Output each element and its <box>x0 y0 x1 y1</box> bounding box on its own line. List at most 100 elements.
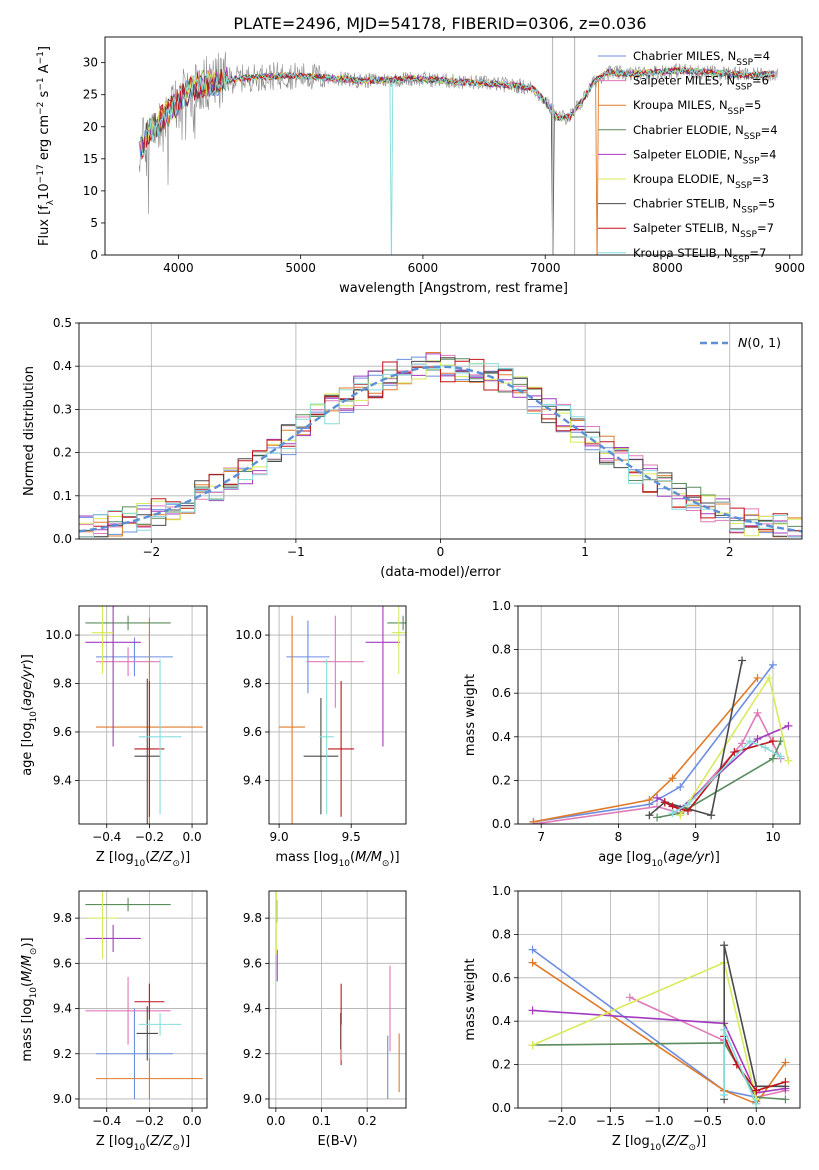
y-tick-label: 9.4 <box>53 773 72 787</box>
label-part: )] <box>710 850 720 865</box>
y-axis-label: mass weight <box>463 674 478 756</box>
label-part: Z/Z <box>149 1134 173 1149</box>
label-part: =4 <box>761 123 778 137</box>
legend-label: N(0, 1) <box>738 335 781 350</box>
y-tick-label: 25 <box>83 88 98 102</box>
x-axis-label: mass [log10(M/M⊙)] <box>275 850 399 869</box>
weight-marker-chabrier-miles <box>676 782 685 791</box>
y-tick-label: 9.8 <box>53 911 72 925</box>
label-part: wavelength [Angstrom, rest frame] <box>339 281 568 296</box>
label-part: λ <box>46 199 56 205</box>
plot-area <box>275 891 400 1099</box>
legend-label: Kroupa ELODIE, NSSP=3 <box>633 172 769 191</box>
weight-marker-salpeter-stelib <box>768 737 777 746</box>
label-part: Z/Z <box>665 1134 689 1149</box>
x-axis-label: Z [log10(Z/Z⊙)] <box>612 1134 706 1153</box>
label-part: ⊙ <box>688 1143 696 1153</box>
y-tick-label: 20 <box>83 120 98 134</box>
label-part: Chabrier ELODIE, N <box>633 123 744 137</box>
y-tick-label: 9.6 <box>53 725 72 739</box>
y-tick-label: 0.6 <box>492 971 511 985</box>
label-part: SSP <box>728 107 745 117</box>
panel-weight-vs-z: −2.0 −1.5 −1.0 −0.5 0.0 0.0 0.2 0.4 0.6 0.8 1.0 Z [… <box>463 884 801 1153</box>
x-tick-label: 0.0 <box>183 830 202 844</box>
weight-line-salpeter-miles <box>533 711 782 824</box>
axes-frame <box>78 605 208 825</box>
label-part: ⊙ <box>172 859 180 869</box>
label-part: =6 <box>752 74 769 88</box>
label-part: Normed distribution <box>22 366 37 496</box>
weight-marker-kroupa-elodie <box>528 1041 537 1050</box>
label-part: M/M <box>355 850 382 865</box>
x-tick-label: 9.5 <box>342 830 361 844</box>
label-part: Chabrier MILES, N <box>633 49 736 63</box>
axes-frame <box>517 605 801 825</box>
y-tick-label: 15 <box>83 152 98 166</box>
y-tick-label: 9.4 <box>53 1002 72 1016</box>
panel-mass-vs-ebv: 0.0 0.1 0.2 9.0 9.2 9.4 9.6 9.8 E(B-V) <box>243 890 407 1149</box>
label-part: −1 <box>36 51 46 64</box>
label-part: (0, 1) <box>747 335 781 350</box>
y-tick-label: 1.0 <box>492 884 511 898</box>
weight-marker-salpeter-miles <box>753 708 762 717</box>
legend-label: Salpeter MILES, NSSP=6 <box>633 74 769 93</box>
x-tick-label: −0.2 <box>135 1114 164 1128</box>
plot-area <box>529 656 793 824</box>
y-tick-label: 0.8 <box>492 643 511 657</box>
weight-marker-kroupa-miles <box>528 958 537 967</box>
label-part: 10 <box>29 711 39 723</box>
label-part: Kroupa STELIB, N <box>633 246 733 260</box>
label-part: SSP <box>744 132 761 142</box>
label-part: A <box>37 64 52 77</box>
plot-area <box>85 891 203 1099</box>
x-tick-label: 0.0 <box>747 1114 766 1128</box>
label-part: =4 <box>760 147 777 161</box>
weight-marker-salpeter-miles <box>625 993 634 1002</box>
weight-line-kroupa-miles <box>532 961 787 1105</box>
y-tick-label: 9.8 <box>53 677 72 691</box>
label-part: SSP <box>735 83 752 93</box>
weight-marker-salpeter-stelib <box>752 1086 761 1095</box>
panel-age-vs-z: −0.4 −0.2 0.09.49.69.810.0Z [log10(Z/Z⊙)]a… <box>20 605 208 869</box>
label-part: =7 <box>757 221 774 235</box>
label-part: −1 <box>36 77 46 90</box>
histogram-kroupa-stelib <box>79 363 802 538</box>
plot-area <box>138 37 778 255</box>
x-tick-label: −1.5 <box>596 1114 625 1128</box>
weight-marker-chabrier-miles <box>528 945 537 954</box>
label-part: age/yr <box>20 663 35 706</box>
y-tick-label: 0.6 <box>492 686 511 700</box>
label-part: )] <box>389 850 399 865</box>
y-tick-label: 10.0 <box>235 628 262 642</box>
label-part: SSP <box>733 255 750 265</box>
weight-line-chabrier-miles <box>533 664 774 823</box>
label-part: =7 <box>749 246 766 260</box>
normal-curve <box>79 365 802 533</box>
y-tick-label: 0.5 <box>53 316 72 330</box>
y-tick-label: 0.3 <box>53 402 72 416</box>
y-axis-label: mass [log10(M/M⊙)] <box>20 937 39 1061</box>
label-part: Chabrier STELIB, N <box>633 197 741 211</box>
x-tick-label: 7000 <box>530 261 561 275</box>
weight-marker-kroupa-miles <box>753 673 762 682</box>
plot-area <box>79 352 802 538</box>
legend-label: Kroupa STELIB, NSSP=7 <box>633 246 766 265</box>
panel-spectrum: 4000 5000 6000 7000 8000 9000 0 5 10 15 20 25 30 Chab… <box>36 36 805 296</box>
label-part: ( <box>350 850 355 865</box>
weight-marker-salpeter-elodie <box>653 793 662 802</box>
x-tick-label: 4000 <box>163 261 194 275</box>
label-part: 10 <box>650 1143 662 1153</box>
y-tick-label: 9.0 <box>53 1092 72 1106</box>
label-part: Salpeter STELIB, N <box>633 221 740 235</box>
x-tick-label: −1 <box>287 545 305 559</box>
y-tick-label: 9.6 <box>243 725 262 739</box>
weight-marker-salpeter-elodie <box>528 1006 537 1015</box>
weight-marker-salpeter-elodie <box>753 734 762 743</box>
y-tick-label: 0.4 <box>492 730 511 744</box>
label-part: )] <box>20 937 35 947</box>
legend-label: Chabrier ELODIE, NSSP=4 <box>633 123 778 142</box>
y-tick-label: 9.4 <box>243 1002 262 1016</box>
x-tick-label: −0.2 <box>135 830 164 844</box>
